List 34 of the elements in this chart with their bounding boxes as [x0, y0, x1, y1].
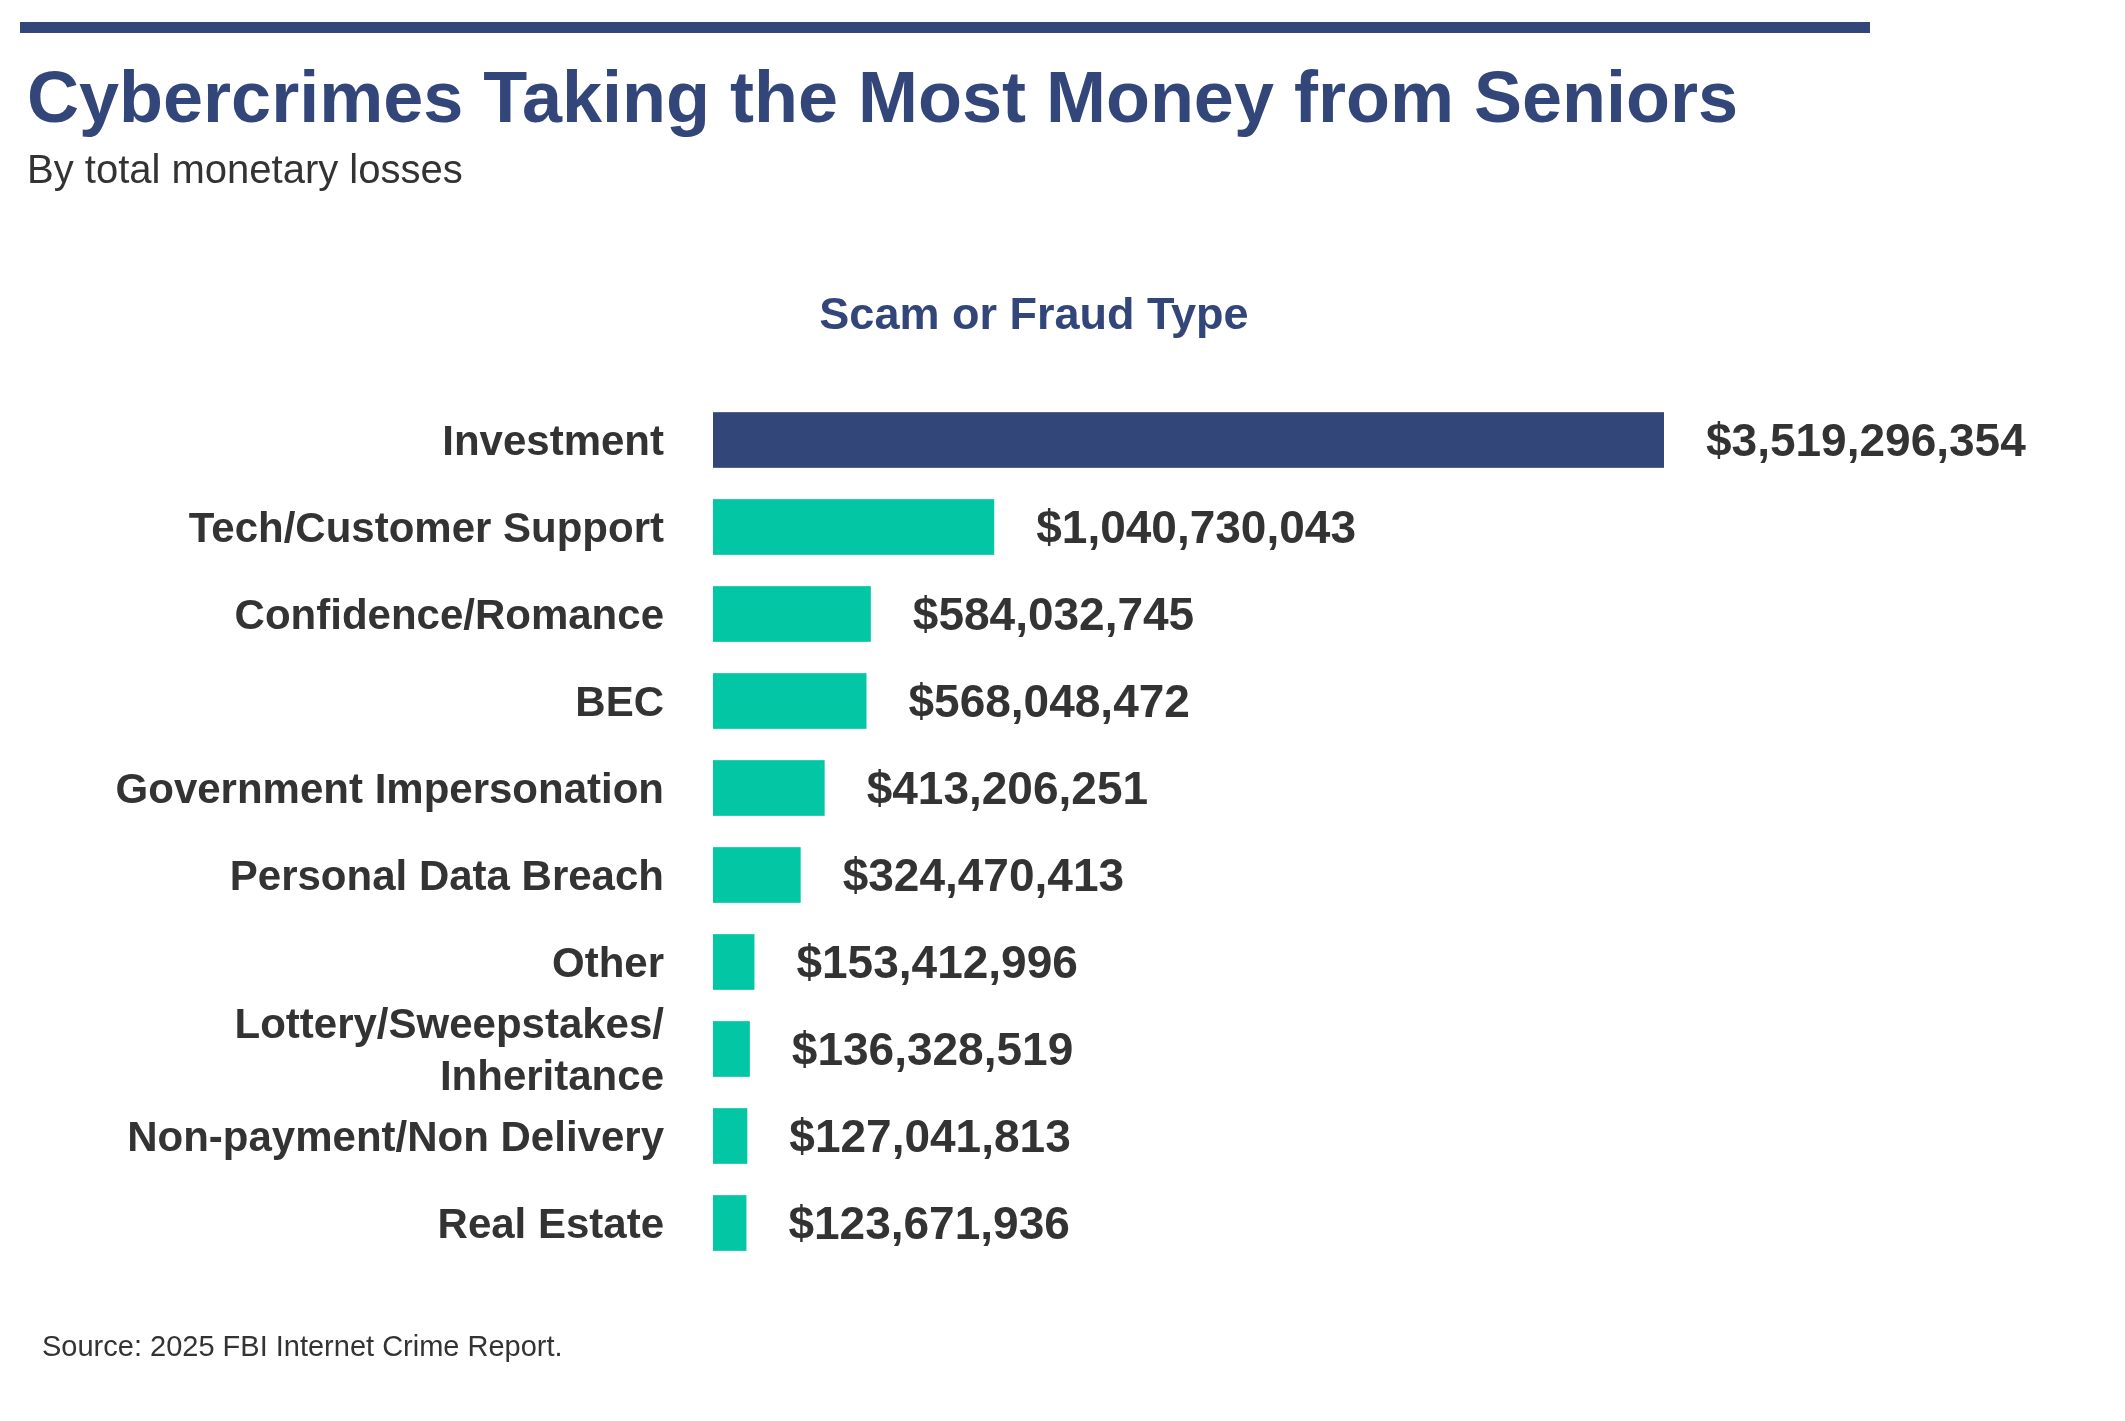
y-tick-label: Tech/Customer Support — [188, 503, 665, 551]
text: By total monetary losses — [27, 147, 463, 191]
bar — [713, 412, 1664, 468]
y-tick-label: Lottery/Sweepstakes/Inheritance — [234, 999, 665, 1099]
y-tick-label: Investment — [442, 416, 665, 464]
y-tick-label: Government Impersonation — [115, 764, 664, 812]
data-label: $584,032,745 — [912, 588, 1195, 640]
data-label: $127,041,813 — [789, 1110, 1071, 1162]
data-label: $123,671,936 — [788, 1197, 1070, 1249]
bar — [713, 586, 871, 642]
y-tick-label: Other — [551, 938, 664, 986]
data-label: $568,048,472 — [908, 675, 1190, 727]
data-label: $3,519,296,354 — [1706, 414, 2027, 466]
bar — [713, 673, 867, 729]
bar — [713, 934, 755, 990]
bar — [713, 847, 801, 903]
y-tick-label: Personal Data Breach — [229, 851, 664, 899]
y-tick-label: Non-payment/Non Delivery — [127, 1112, 665, 1160]
data-label: $136,328,519 — [791, 1023, 1074, 1075]
y-tick-label: Real Estate — [437, 1199, 664, 1247]
bar — [713, 499, 995, 555]
y-tick-label: Confidence/Romance — [234, 590, 664, 638]
y-axis-title: Scam or Fraud Type — [819, 288, 1249, 339]
data-label: $1,040,730,043 — [1036, 501, 1356, 553]
data-label: $324,470,413 — [842, 849, 1125, 901]
data-label: $413,206,251 — [866, 762, 1149, 814]
bar — [713, 1021, 750, 1077]
data-label: $153,412,996 — [796, 936, 1078, 988]
source-note: Source: 2025 FBI Internet Crime Report. — [42, 1330, 563, 1362]
y-tick-label: BEC — [575, 677, 664, 725]
bar — [713, 760, 825, 816]
chart-title: Cybercrimes Taking the Most Money from Seniors — [27, 57, 1739, 137]
bar — [713, 1195, 747, 1251]
bar — [713, 1108, 748, 1164]
